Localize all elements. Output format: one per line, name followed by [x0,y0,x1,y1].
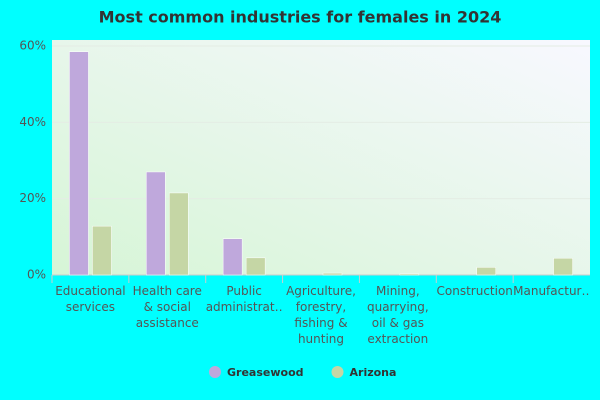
bar [476,267,496,276]
x-tick-label-box: Agriculture, forestry, fishing & hunting [286,284,356,346]
bar [169,192,189,276]
legend-swatch [331,366,344,378]
bar [69,51,89,276]
y-tick-label: 20% [19,191,46,205]
bar [92,225,112,276]
y-tick-label: 0% [27,268,46,282]
bar [553,257,573,276]
legend-label: Greasewood [227,366,304,379]
bar [399,273,420,276]
y-tick-label: 60% [19,39,46,53]
x-tick-label: Agriculture, forestry, fishing & hunting [286,284,356,346]
x-tick-label-box: Educational services [55,284,126,314]
bar [222,238,243,276]
x-tick-label: Educational services [55,284,126,314]
legend-label: Arizona [350,366,397,379]
x-tick-label: Mining, quarrying, oil & gas extraction [366,284,429,346]
x-tick-label-box: Health care & social assistance [132,284,202,330]
plot-area [52,40,590,275]
y-tick-label: 40% [19,115,46,129]
bar [245,257,266,276]
x-tick-label-box: Manufactur… [513,284,590,298]
x-tick-label-box: Mining, quarrying, oil & gas extraction [366,284,429,346]
bar [322,272,343,276]
x-tick-label-box: Public administrat… [205,284,283,314]
x-tick-label: Public administrat… [205,284,283,314]
x-tick-label: Manufactur… [513,284,590,298]
bar [146,171,166,276]
legend-swatch [209,366,221,378]
x-tick-label-box: Construction [436,284,513,298]
x-tick-label: Construction [436,284,513,298]
x-tick-label: Health care & social assistance [132,284,202,330]
chart-title: Most common industries for females in 20… [99,8,502,27]
